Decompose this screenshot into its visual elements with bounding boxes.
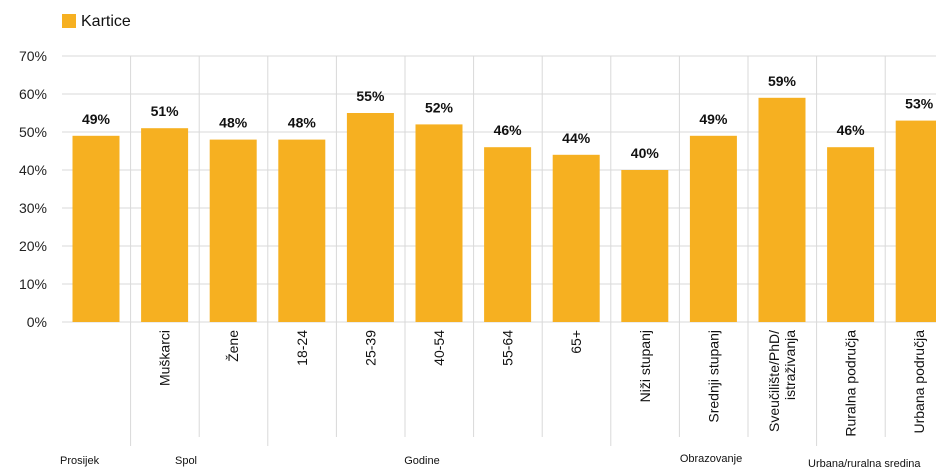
bars [72,97,936,323]
group-label: Obrazovanje [680,453,742,465]
category-label: 55-64 [500,330,516,366]
category-label: Muškarci [157,330,173,386]
data-label: 44% [562,130,591,146]
bar [278,139,326,322]
category-label: Sveučilište/PhD/istraživanja [766,330,798,432]
legend-label: Kartice [81,13,131,30]
bar [484,147,532,322]
y-tick-label: 40% [19,162,47,178]
category-labels: Muškarci Žene 18-24 25-39 40-54 55-64 65+ Niži … [157,330,928,437]
y-tick-label: 70% [19,48,47,64]
bar [552,154,600,322]
bar [758,97,806,322]
category-label: Žene [225,330,241,362]
data-label: 53% [905,96,934,112]
bar [895,120,936,322]
bar [415,124,463,323]
data-label: 46% [837,122,866,138]
data-label: 59% [768,73,797,89]
category-label: 65+ [568,330,584,354]
data-label: 40% [631,145,660,161]
category-label: Ruralna područja [843,330,859,437]
category-label: Srednji stupanj [705,330,721,423]
data-label: 48% [219,115,248,131]
bar [621,170,669,322]
bar [209,139,257,322]
category-label: Niži stupanj [637,330,653,402]
data-label: 49% [699,111,728,127]
group-label: Spol [175,455,197,467]
category-label: 18-24 [294,330,310,366]
category-dividers [130,56,886,446]
data-label: 51% [151,103,180,119]
y-tick-label: 0% [27,314,47,330]
data-label: 52% [425,99,454,115]
y-axis-ticks: 0% 10% 20% 30% 40% 50% 60% 70% [19,48,47,330]
group-label: Prosijek [60,455,100,467]
legend: Kartice [62,13,131,30]
category-label: 25-39 [362,330,378,366]
group-labels: Prosijek Spol Godine Obrazovanje Urbana/rura… [60,453,921,470]
data-label: 49% [82,111,111,127]
bar [72,135,120,322]
group-label: Urbana/ruralna sredina [808,458,921,470]
data-label: 48% [288,115,317,131]
y-tick-label: 50% [19,124,47,140]
bar [689,135,737,322]
bar [346,113,394,322]
data-label: 55% [356,88,385,104]
category-label: Urbana područja [911,330,927,434]
legend-swatch [62,14,76,28]
data-label: 46% [494,122,523,138]
y-tick-label: 30% [19,200,47,216]
data-labels: 49% 51% 48% 48% 55% 52% 46% 44% 40% 49% 59% 46% 53% [82,73,934,161]
bar [827,147,875,322]
y-tick-label: 20% [19,238,47,254]
y-tick-label: 60% [19,86,47,102]
bar [141,128,189,322]
group-label: Godine [404,455,439,467]
category-label: 40-54 [431,330,447,366]
y-tick-label: 10% [19,276,47,292]
